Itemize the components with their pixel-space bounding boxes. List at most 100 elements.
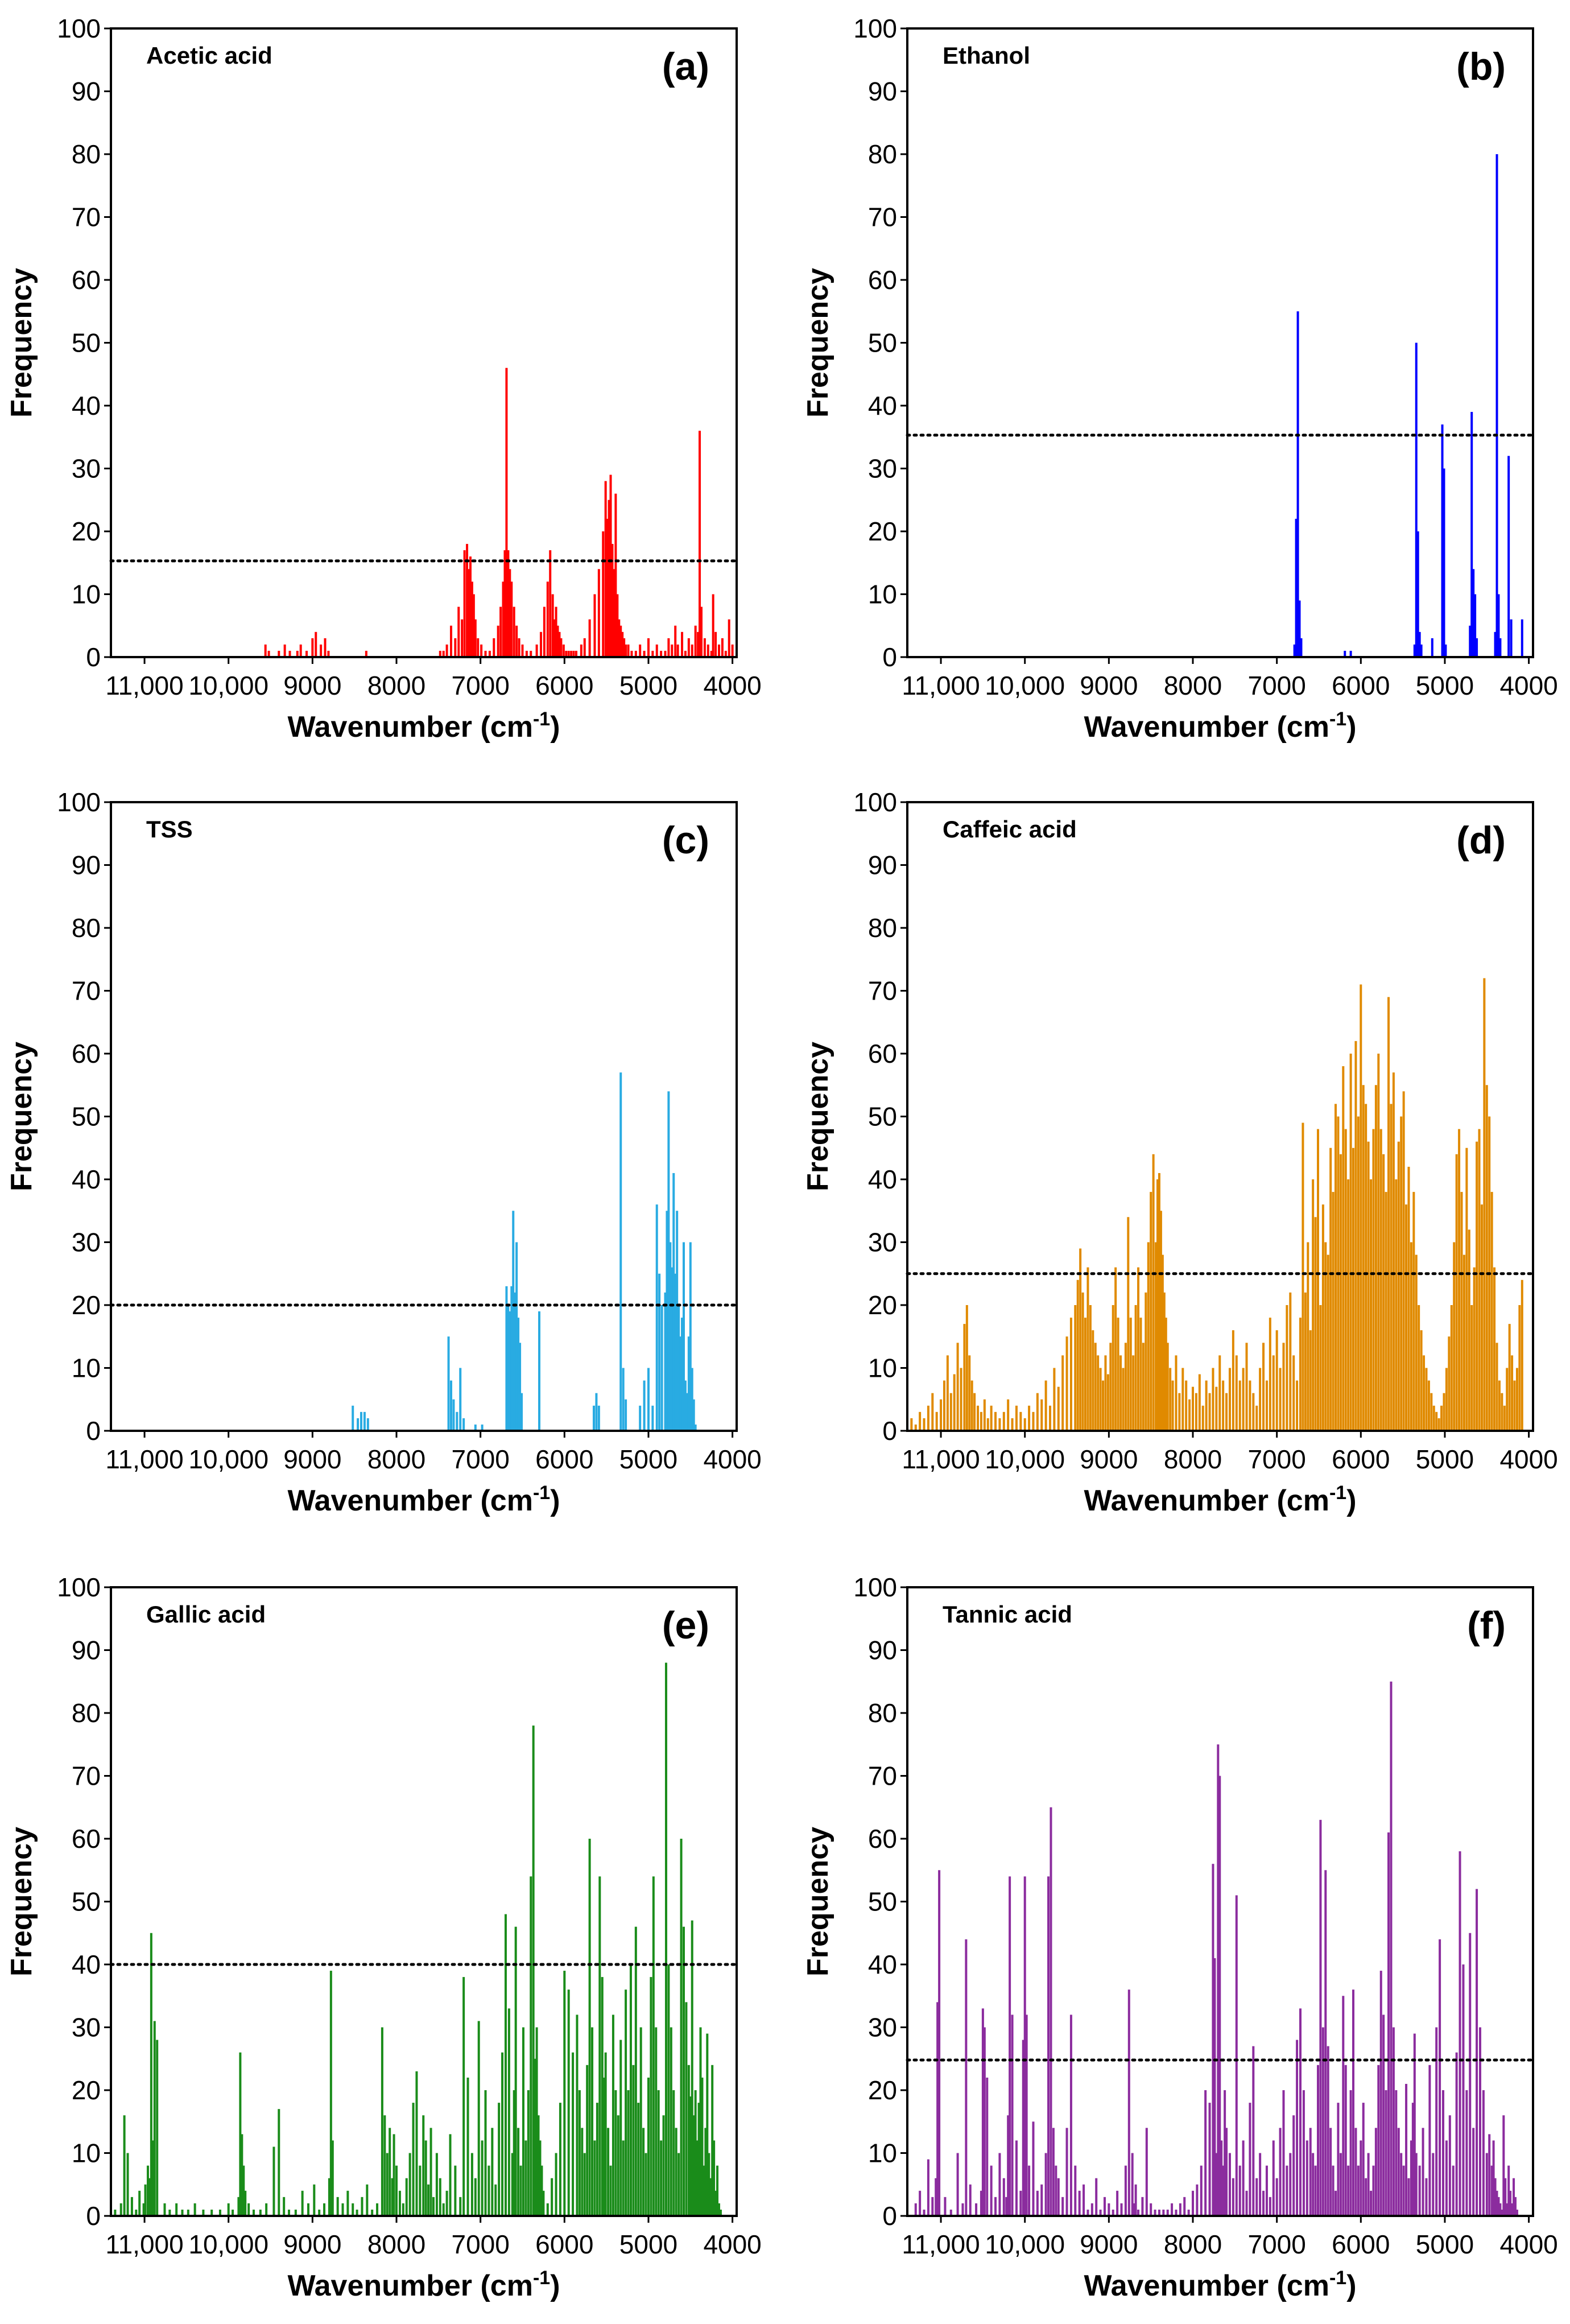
bar	[1307, 1242, 1309, 1431]
panel-title: Tannic acid	[943, 1601, 1072, 1628]
bar	[1023, 1418, 1026, 1431]
bar	[685, 1393, 688, 1431]
bar	[1103, 2197, 1106, 2216]
bar	[670, 2027, 672, 2216]
bar	[283, 2197, 286, 2216]
bar	[1521, 1279, 1523, 1431]
bar	[1116, 2190, 1119, 2216]
bar	[1440, 1405, 1443, 1431]
panel-title: Gallic acid	[146, 1601, 266, 1628]
bar	[968, 1355, 971, 1431]
bar	[643, 1380, 646, 1431]
bar	[691, 1920, 693, 2216]
bar	[706, 2033, 709, 2216]
bar	[1397, 2128, 1400, 2216]
bar	[914, 2203, 917, 2216]
bar	[1425, 2178, 1428, 2216]
bar	[586, 2065, 589, 2216]
bar	[634, 650, 637, 657]
bar	[1002, 1411, 1005, 1431]
bar	[1120, 2203, 1123, 2216]
bar	[1385, 1192, 1387, 1431]
bar	[1432, 1405, 1435, 1431]
bar	[142, 2203, 145, 2216]
bar	[371, 2209, 374, 2216]
bar	[1213, 1958, 1216, 2216]
bar	[1465, 2090, 1468, 2216]
bar	[1395, 2090, 1398, 2216]
y-axis-label: Frequency	[801, 1827, 834, 1976]
bar	[218, 2209, 221, 2216]
bar	[1282, 2090, 1285, 2216]
bar	[692, 1399, 695, 1431]
y-tick-label: 10	[868, 1353, 897, 1383]
bar	[1397, 1141, 1400, 1431]
y-tick-label: 90	[868, 851, 897, 880]
bar	[1501, 2209, 1503, 2216]
y-axis-label: Frequency	[5, 1827, 38, 1976]
bar	[507, 1305, 510, 1431]
y-tick-label: 50	[72, 1102, 101, 1132]
bar	[1498, 1380, 1501, 1431]
x-tick-label: 6000	[535, 2230, 593, 2259]
bar	[1347, 1179, 1350, 1431]
bar	[1242, 1368, 1245, 1431]
bar	[402, 2203, 404, 2216]
bar	[1114, 1267, 1117, 1431]
bar	[580, 644, 582, 657]
bar	[1349, 1054, 1352, 1431]
bar	[1362, 1085, 1365, 1431]
bar	[1015, 1405, 1018, 1431]
bar	[1028, 2165, 1031, 2216]
y-tick-label: 50	[868, 1102, 897, 1132]
bar	[146, 2165, 149, 2216]
bar	[1458, 1129, 1461, 1431]
bar	[676, 644, 679, 657]
bar	[691, 1368, 693, 1431]
bar	[595, 1393, 598, 1431]
bar	[944, 2197, 947, 2216]
bar	[1488, 2134, 1491, 2216]
bar	[1362, 2103, 1365, 2216]
bar	[491, 2128, 494, 2216]
bar	[1295, 518, 1298, 657]
bar	[604, 2052, 607, 2216]
bar	[927, 1405, 929, 1431]
bar	[472, 594, 475, 657]
bar	[546, 581, 549, 657]
y-tick-label: 80	[72, 913, 101, 943]
bar	[1442, 2090, 1445, 2216]
bar	[1312, 1179, 1315, 1431]
bar	[163, 2203, 166, 2216]
bar	[1495, 154, 1498, 657]
bar	[1469, 625, 1472, 657]
bar	[487, 2165, 490, 2216]
bar	[522, 2027, 524, 2216]
bar	[357, 1418, 360, 1431]
bar	[1065, 2128, 1068, 2216]
bar	[419, 2165, 422, 2216]
panel-title: Caffeic acid	[943, 816, 1077, 843]
bar	[1302, 1122, 1304, 1431]
bar	[1385, 2090, 1387, 2216]
bar	[606, 518, 609, 657]
bar	[1289, 2153, 1292, 2216]
bar	[144, 2184, 147, 2216]
bar	[1508, 1324, 1511, 1431]
bar	[1201, 1405, 1204, 1431]
bar	[703, 2165, 705, 2216]
y-tick-label: 60	[868, 1039, 897, 1068]
panel-letter: (d)	[1456, 819, 1506, 862]
bar	[1265, 2165, 1268, 2216]
bar	[477, 2021, 480, 2216]
bar	[313, 2184, 316, 2216]
bar	[614, 493, 617, 657]
y-tick-label: 10	[72, 1353, 101, 1383]
bar	[1009, 1876, 1011, 2216]
bar	[1188, 1399, 1191, 1431]
bar	[1441, 424, 1444, 657]
bar	[1432, 2153, 1435, 2216]
bar	[657, 2090, 660, 2216]
y-tick-label: 70	[72, 1761, 101, 1791]
bar	[1164, 1318, 1167, 1431]
